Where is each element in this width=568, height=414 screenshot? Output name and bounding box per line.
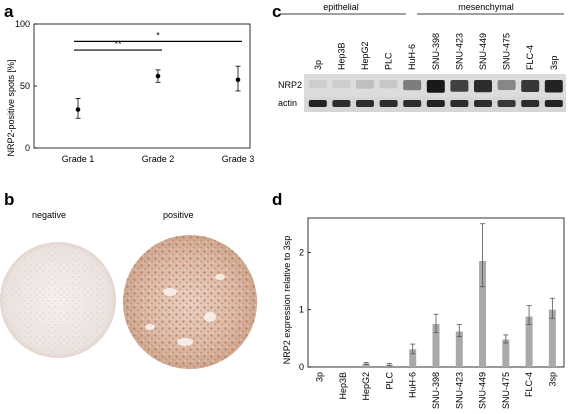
- chart-d-ytick-label: 2: [299, 247, 304, 257]
- blot-nrp2-band: [426, 80, 445, 93]
- blot-row-actin: actin: [278, 98, 297, 108]
- blot-nrp2-band: [474, 80, 492, 93]
- panel-letter-b: b: [4, 190, 15, 209]
- blot-nrp2-band: [308, 80, 327, 89]
- blot-actin-band: [308, 100, 327, 107]
- chart-a-ytick-label: 50: [20, 81, 30, 91]
- blot-lane-label: HepG2: [360, 41, 370, 70]
- blot-lane-label: SNU-449: [478, 33, 488, 70]
- chart-d-ytick-label: 1: [299, 305, 304, 315]
- blot-actin-band: [497, 100, 516, 107]
- blot-lane-label: HuH-6: [407, 44, 417, 70]
- ihc-negative-core: [0, 242, 116, 358]
- chart-d-xtick-label: SNU-475: [501, 372, 511, 409]
- blot-group-epithelial: epithelial: [323, 2, 359, 12]
- blot-nrp2-band: [379, 80, 398, 89]
- blot-row-nrp2: NRP2: [278, 80, 302, 90]
- chart-d-xtick-label: SNU-449: [478, 372, 488, 409]
- chart-a-sig-label: **: [114, 39, 122, 49]
- panel-letter-c: c: [272, 2, 282, 21]
- blot-lane-label: SNU-475: [502, 33, 512, 70]
- blot-group-mesenchymal: mesenchymal: [458, 2, 514, 12]
- panel-letter-d: d: [272, 190, 283, 209]
- blot-nrp2-band: [450, 80, 469, 92]
- chart-d-xtick-label: SNU-398: [431, 372, 441, 409]
- chart-d-xtick-label: 3sp: [547, 372, 557, 387]
- blot-actin-band: [356, 100, 374, 107]
- chart-d-xtick-label: PLC: [384, 372, 394, 390]
- blot-actin-band: [379, 100, 398, 107]
- chart-d-xtick-label: 3p: [315, 372, 325, 382]
- blot-actin-band: [332, 100, 351, 107]
- blot-lane-label: PLC: [384, 52, 394, 70]
- blot-lane-label: 3p: [313, 60, 323, 70]
- chart-a-sig-label: *: [156, 30, 160, 40]
- blot-actin-band: [544, 100, 563, 107]
- blot-nrp2-band: [497, 80, 516, 90]
- blot-lane-label: FLC-4: [525, 45, 535, 70]
- chart-a-ylabel: NRP2-positive spots [%]: [6, 59, 16, 156]
- chart-a-ytick-label: 100: [15, 19, 30, 29]
- chart-d-bar: [409, 349, 417, 367]
- chart-a-ytick-label: 0: [25, 143, 30, 153]
- chart-d-bar: [548, 309, 556, 367]
- chart-d-bar: [455, 331, 463, 367]
- blot-nrp2-band: [332, 80, 351, 89]
- panel-letter-a: a: [4, 2, 14, 21]
- blot-nrp2-band: [356, 80, 374, 89]
- ihc-images: [0, 235, 257, 369]
- western-blot: epithelial mesenchymal NRP2 actin 3p Hep3…: [278, 2, 566, 112]
- chart-a-point: [75, 107, 81, 112]
- chart-a-xtick-label: Grade 1: [62, 154, 95, 164]
- blot-lane-label: 3sp: [549, 55, 559, 70]
- blot-actin-band: [450, 100, 469, 107]
- chart-d-ylabel: NRP2 expression relative to 3sp: [282, 236, 292, 365]
- blot-nrp2-band: [521, 80, 540, 92]
- ihc-positive-label: positive: [163, 210, 194, 220]
- ihc-negative-label: negative: [32, 210, 67, 220]
- chart-d-bar: [362, 363, 370, 367]
- chart-d: NRP2 expression relative to 3sp 0 1 2 3p Hep…: [282, 217, 565, 409]
- chart-a-point: [235, 77, 241, 83]
- blot-lane-label: SNU-423: [454, 33, 464, 70]
- chart-d-bar: [502, 339, 510, 367]
- blot-nrp2-band: [403, 80, 422, 91]
- chart-a-frame: [33, 23, 251, 149]
- chart-a-xtick-label: Grade 3: [222, 154, 255, 164]
- chart-d-xtick-label: HuH-6: [408, 372, 418, 398]
- chart-a-xtick-label: Grade 2: [142, 154, 175, 164]
- blot-actin-band: [521, 100, 540, 107]
- chart-a: NRP2-positive spots [%] 0 50 100 Grade 1 Gra…: [6, 19, 255, 164]
- chart-d-bar: [479, 260, 487, 367]
- chart-d-xtick-label: Hep3B: [338, 372, 348, 400]
- chart-d-bar: [525, 316, 533, 367]
- blot-lane-label: SNU-398: [431, 33, 441, 70]
- chart-d-xtick-label: SNU-423: [454, 372, 464, 409]
- blot-nrp2-band: [544, 80, 563, 93]
- chart-a-point: [155, 73, 161, 79]
- chart-d-xtick-label: HepG2: [361, 372, 371, 401]
- blot-actin-band: [474, 100, 492, 107]
- blot-lane-label: Hep3B: [336, 42, 346, 70]
- chart-d-bar: [432, 324, 440, 367]
- blot-actin-band: [426, 100, 445, 107]
- blot-actin-band: [403, 100, 422, 107]
- ihc-positive-core: [123, 235, 257, 369]
- chart-d-ytick-label: 0: [299, 362, 304, 372]
- chart-d-xtick-label: FLC-4: [524, 372, 534, 397]
